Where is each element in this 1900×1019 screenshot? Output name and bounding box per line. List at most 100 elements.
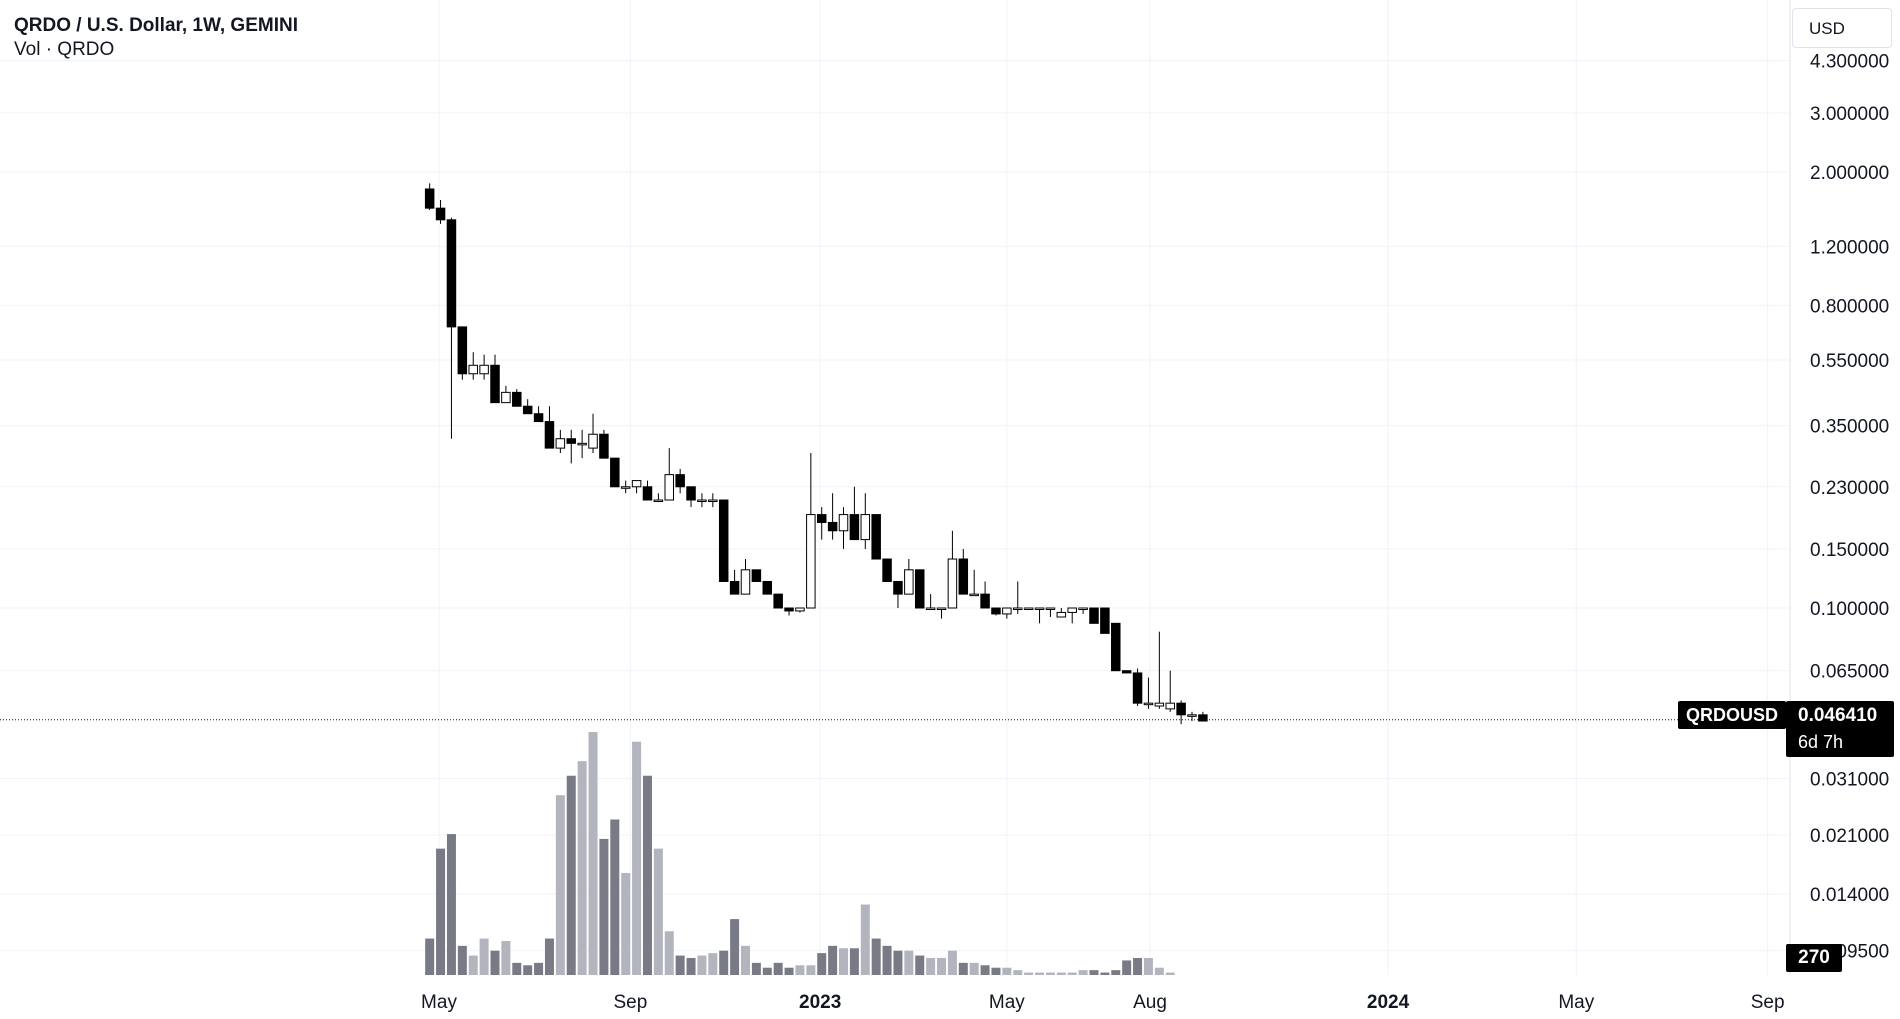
- price-tick-label: 0.031000: [1810, 769, 1889, 790]
- currency-button[interactable]: USD: [1792, 8, 1892, 48]
- candle: [533, 406, 544, 423]
- candle-body-down: [991, 607, 1001, 615]
- candle: [1176, 700, 1186, 725]
- volume-value-tag: 270: [1786, 944, 1842, 972]
- volume-bar: [1067, 972, 1077, 975]
- candle: [1056, 608, 1067, 618]
- price-tick-label: 4.300000: [1810, 52, 1889, 73]
- candle: [1013, 581, 1023, 614]
- candle-body-down: [544, 421, 555, 449]
- candle: [555, 429, 566, 454]
- price-tick-label: 2.000000: [1810, 163, 1889, 184]
- candle-body-down: [816, 514, 827, 523]
- volume-bar: [762, 967, 772, 975]
- candle: [686, 486, 696, 508]
- candle: [827, 493, 838, 540]
- candle-body-up: [708, 499, 718, 503]
- volume-bar: [610, 819, 620, 975]
- candle-body-up: [664, 474, 675, 501]
- candle: [1089, 607, 1099, 624]
- candle: [479, 354, 489, 380]
- volume-bar: [926, 957, 936, 975]
- volume-bar: [479, 938, 489, 975]
- volume-bar: [730, 919, 740, 975]
- candle: [1034, 607, 1045, 624]
- volume-bar: [621, 872, 631, 975]
- candle-body-up: [1078, 607, 1088, 610]
- volume-bar: [1154, 967, 1164, 975]
- candle: [806, 453, 816, 609]
- bar-countdown: 6d 7h: [1798, 732, 1844, 752]
- volume-bar: [490, 950, 500, 975]
- candle: [457, 326, 468, 380]
- volume-bar: [991, 967, 1001, 975]
- candle: [958, 548, 969, 595]
- volume-bar: [588, 732, 598, 975]
- volume-bar: [719, 950, 729, 975]
- price-tick-label: 0.014000: [1810, 885, 1889, 906]
- candle: [1100, 607, 1110, 634]
- candle: [991, 607, 1001, 616]
- candle: [435, 199, 446, 224]
- candle-body-down: [599, 433, 609, 459]
- volume-bar: [1002, 967, 1012, 975]
- candle: [468, 352, 478, 380]
- candle-body-up: [468, 364, 478, 375]
- volume-bar: [468, 955, 478, 975]
- candle-body-up: [795, 607, 805, 612]
- candle-body-up: [1045, 607, 1056, 610]
- candle: [729, 569, 740, 595]
- candle: [925, 594, 936, 610]
- volume-bar: [1078, 970, 1088, 975]
- candle: [446, 217, 457, 439]
- time-tick-label: May: [1558, 992, 1594, 1013]
- candle: [784, 607, 794, 616]
- candle: [1154, 631, 1165, 709]
- candle-body-up: [555, 438, 566, 449]
- candle-body-down: [512, 391, 522, 407]
- price-tick-label: 0.350000: [1810, 417, 1889, 438]
- candle-body-up: [1067, 607, 1077, 613]
- price-tick-label: 0.100000: [1810, 599, 1889, 620]
- candle-body-up: [1034, 607, 1045, 610]
- candle-body-down: [1132, 672, 1143, 704]
- volume-bar: [915, 955, 925, 975]
- volume-bar: [1122, 960, 1132, 975]
- volume-bar: [860, 904, 870, 975]
- candle-body-up: [577, 442, 587, 446]
- volume-bar: [980, 965, 990, 975]
- volume-bar: [1133, 957, 1143, 975]
- volume-bar: [1165, 972, 1175, 975]
- price-tick-label: 0.021000: [1810, 826, 1889, 847]
- symbol-title[interactable]: QRDO / U.S. Dollar, 1W, GEMINI: [14, 15, 298, 36]
- candle: [610, 457, 620, 488]
- volume-legend[interactable]: Vol · QRDO: [14, 38, 115, 60]
- volume-bar: [675, 955, 685, 975]
- last-price-value: 0.046410: [1798, 705, 1878, 726]
- candle: [1132, 668, 1143, 706]
- volume-bar: [1056, 972, 1066, 975]
- candle-body-down: [871, 514, 881, 560]
- candle-body-up: [697, 499, 707, 503]
- volume-bar: [937, 957, 947, 975]
- candle: [1045, 607, 1056, 618]
- candle-body-down: [1089, 607, 1099, 624]
- candle: [904, 559, 914, 595]
- candle: [795, 607, 805, 613]
- volume-bar: [697, 955, 707, 975]
- candle-body-up: [1013, 607, 1023, 610]
- candle-body-down: [424, 188, 435, 209]
- volume-bar: [904, 950, 914, 975]
- candle-body-down: [958, 558, 969, 595]
- candle-body-down: [784, 607, 794, 612]
- candle: [664, 448, 675, 501]
- volume-bar: [784, 967, 794, 975]
- candle-body-down: [1198, 714, 1208, 722]
- candle: [1067, 607, 1077, 624]
- candle: [708, 493, 718, 508]
- volume-bar: [599, 838, 609, 975]
- candle: [424, 183, 435, 211]
- candle-body-up: [588, 433, 598, 449]
- candle: [751, 569, 762, 582]
